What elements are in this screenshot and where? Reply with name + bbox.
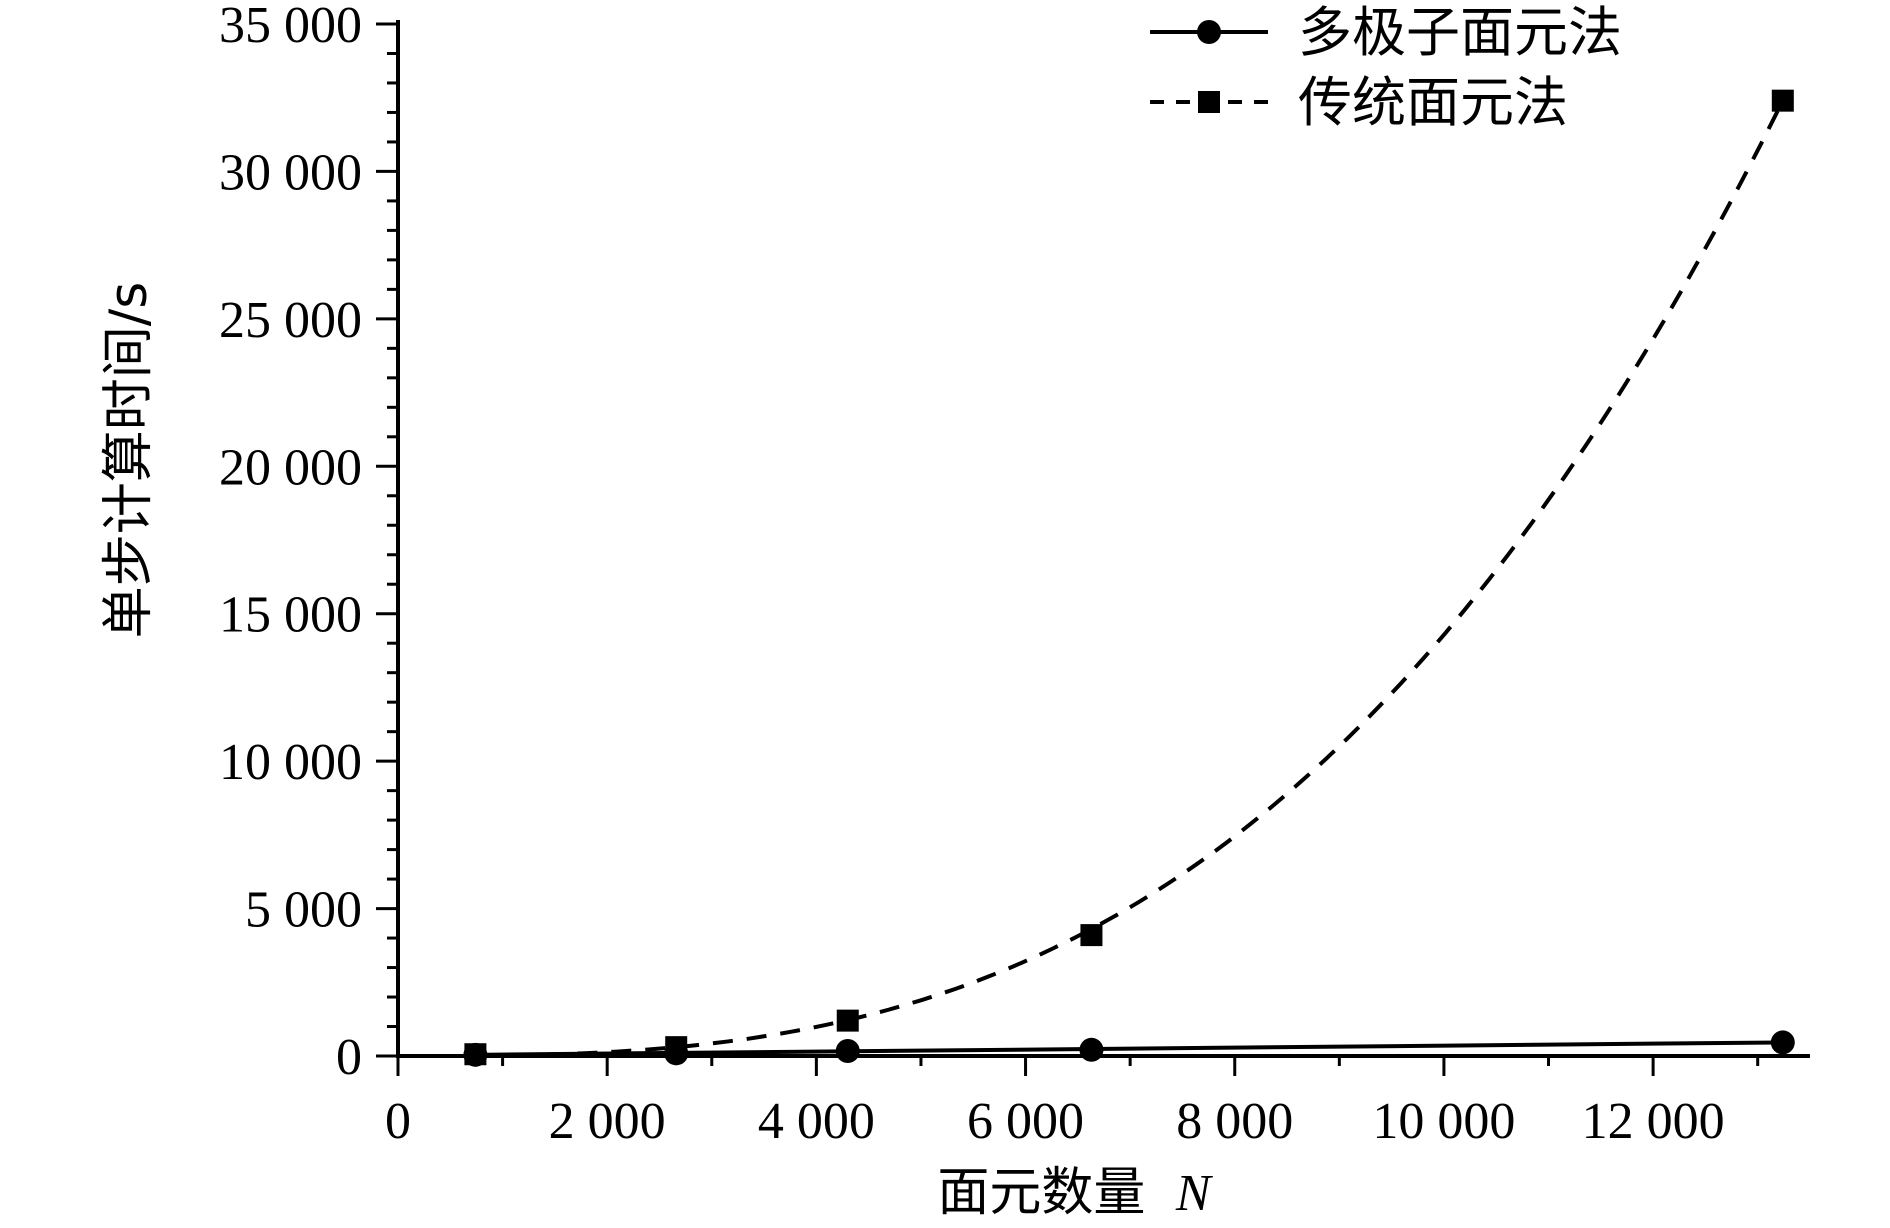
y-tick-label: 10 000 — [219, 734, 362, 791]
traditional-point — [665, 1036, 688, 1059]
traditional-point — [1080, 924, 1103, 947]
fmm-point — [835, 1038, 860, 1063]
legend-label: 传统面元法 — [1298, 71, 1568, 134]
tick-labels: 0 5 000 10 000 15 000 20 000 25 000 30 000 35 0… — [219, 0, 1725, 1150]
series-line-traditional — [475, 99, 1785, 1058]
x-tick-label: 4 000 — [758, 1093, 875, 1150]
legend-marker-circle — [1197, 20, 1221, 44]
x-tick-label: 10 000 — [1372, 1093, 1515, 1150]
series-line-fmm — [475, 1040, 1783, 1057]
traditional-point — [464, 1043, 487, 1066]
x-tick-label: 2 000 — [549, 1093, 666, 1150]
y-axis-title: 单步计算时间/s — [99, 282, 159, 639]
axes — [396, 20, 1810, 1058]
traditional-point — [836, 1009, 859, 1032]
y-tick-label: 15 000 — [219, 587, 362, 644]
fmm-point — [1079, 1037, 1104, 1062]
x-tick-label: 12 000 — [1582, 1093, 1725, 1150]
x-axis-title-text: 面元数量 — [937, 1163, 1145, 1223]
traditional-point — [1771, 89, 1794, 112]
ticks — [376, 22, 1760, 1076]
y-tick-label: 0 — [336, 1029, 362, 1086]
series-layer — [463, 89, 1795, 1067]
x-tick-label: 8 000 — [1176, 1093, 1293, 1150]
y-tick-label: 5 000 — [245, 882, 362, 939]
x-tick-label: 6 000 — [967, 1093, 1084, 1150]
fmm-point — [1770, 1030, 1795, 1055]
y-tick-label: 20 000 — [219, 439, 362, 496]
x-axis-title-variable: N — [1175, 1165, 1214, 1222]
y-tick-label: 30 000 — [219, 144, 362, 201]
y-tick-label: 35 000 — [219, 0, 362, 54]
x-tick-label: 0 — [385, 1093, 411, 1150]
legend-label: 多极子面元法 — [1298, 1, 1622, 64]
x-axis-title: 面元数量 N — [937, 1163, 1214, 1223]
legend-marker-square — [1198, 91, 1220, 113]
y-tick-label: 25 000 — [219, 292, 362, 349]
